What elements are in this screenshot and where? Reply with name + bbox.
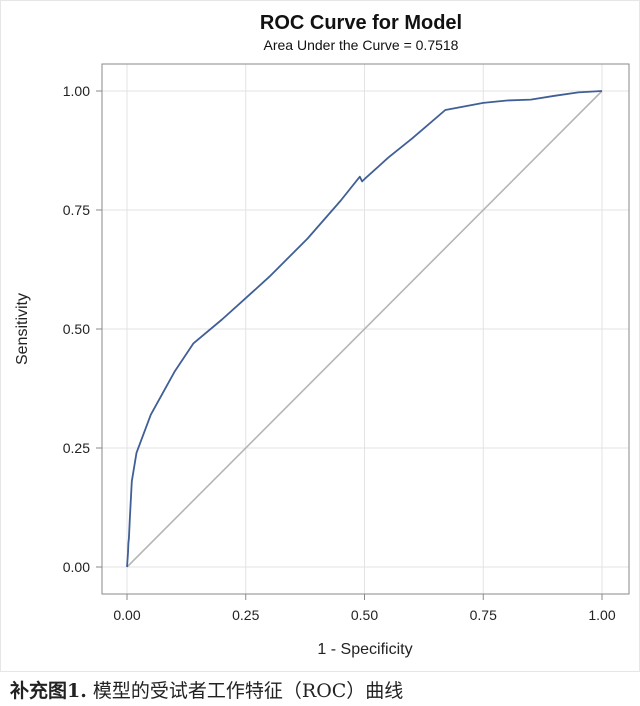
caption-text: 模型的受试者工作特征（ROC）曲线: [86, 680, 404, 702]
y-tick-label: 0.00: [63, 559, 90, 575]
y-tick-label: 0.75: [63, 202, 90, 218]
x-tick-label: 0.25: [232, 607, 259, 623]
x-tick-label: 0.75: [470, 607, 497, 623]
y-tick-label: 1.00: [63, 83, 90, 99]
roc-chart-figure: ROC Curve for Model Area Under the Curve…: [0, 0, 640, 672]
roc-curve-line: [126, 90, 603, 568]
y-tick-label: 0.50: [63, 321, 90, 337]
reference-diagonal-line: [126, 90, 603, 568]
y-axis-label: Sensitivity: [14, 293, 31, 365]
figure-caption: 补充图1. 模型的受试者工作特征（ROC）曲线: [10, 676, 403, 703]
y-axis-ticks: 0.00 0.25 0.50 0.75 1.00: [63, 83, 102, 575]
chart-subtitle: Area Under the Curve = 0.7518: [264, 37, 459, 53]
x-tick-label: 1.00: [588, 607, 615, 623]
x-axis-ticks: 0.00 0.25 0.50 0.75 1.00: [113, 594, 616, 623]
x-tick-label: 0.50: [351, 607, 378, 623]
x-axis-label: 1 - Specificity: [317, 641, 412, 658]
caption-lead: 补充图1.: [10, 680, 87, 702]
x-tick-label: 0.00: [113, 607, 140, 623]
chart-title: ROC Curve for Model: [260, 12, 462, 34]
roc-chart: ROC Curve for Model Area Under the Curve…: [14, 12, 630, 658]
y-tick-label: 0.25: [63, 440, 90, 456]
